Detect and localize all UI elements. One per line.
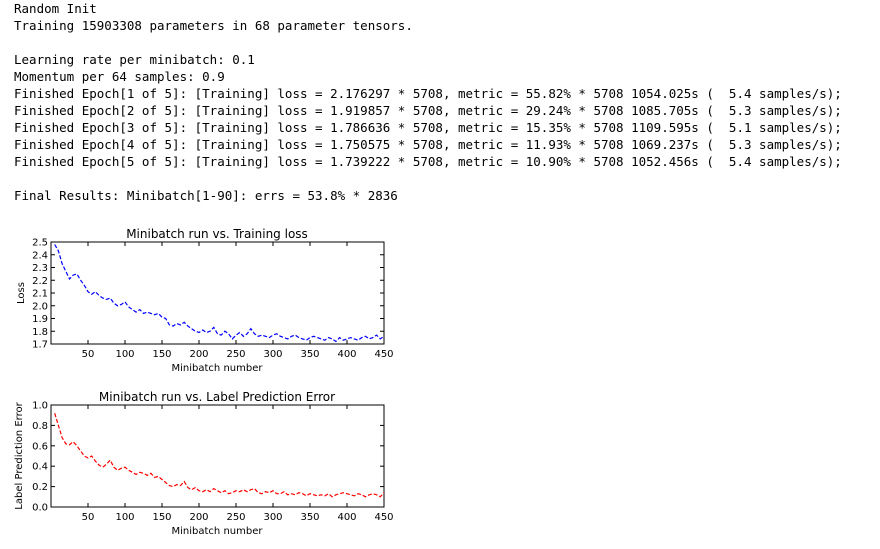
x-tick-label: 200 [189,512,208,523]
chart-title: Minibatch run vs. Training loss [126,227,308,241]
x-tick-label: 300 [263,349,282,360]
prediction-error-chart-svg: Minibatch run vs. Label Prediction Error… [14,390,394,537]
x-tick-label: 100 [115,349,134,360]
x-tick-label: 150 [152,512,171,523]
loss-series-line [54,244,385,343]
y-tick-label: 1.0 [32,401,48,412]
log-blank-line [14,170,842,187]
x-tick-label: 450 [374,349,393,360]
log-epoch-line: Finished Epoch[3 of 5]: [Training] loss … [14,120,842,135]
y-tick-label: 0.0 [32,503,48,514]
y-tick-label: 2.4 [32,250,48,261]
log-final-results: Final Results: Minibatch[1-90]: errs = 5… [14,188,398,203]
x-tick-label: 150 [152,349,171,360]
y-axis-label: Loss [16,282,27,304]
y-ticks: 1.7 1.8 1.9 2.02.1 2.2 2.3 2.42.5 [32,238,384,351]
x-tick-label: 400 [337,512,356,523]
plot-area [50,404,385,508]
x-ticks: 50 100 150 200 250 300 350 400 450 [82,242,394,360]
x-tick-label: 300 [263,512,282,523]
x-tick-label: 250 [226,349,245,360]
y-tick-label: 1.9 [32,314,48,325]
y-tick-label: 1.7 [32,340,48,351]
x-tick-label: 200 [189,349,208,360]
log-header-line: Random Init [14,1,97,16]
log-blank-line [14,34,842,51]
log-epoch-line: Finished Epoch[5 of 5]: [Training] loss … [14,154,842,169]
x-ticks: 50 100 150 200 250 300 350 400 450 [82,405,394,523]
x-tick-label: 250 [226,512,245,523]
log-epoch-line: Finished Epoch[4 of 5]: [Training] loss … [14,137,842,152]
log-setting-line: Learning rate per minibatch: 0.1 [14,52,255,67]
y-tick-label: 2.2 [32,276,48,287]
x-axis-label: Minibatch number [172,526,264,537]
training-loss-chart: Minibatch run vs. Training loss 50 100 150… [0,222,420,382]
x-tick-label: 450 [374,512,393,523]
y-tick-label: 0.2 [32,482,48,493]
x-tick-label: 350 [300,512,319,523]
y-tick-label: 0.6 [32,441,48,452]
y-tick-label: 2.0 [32,301,48,312]
log-header-line: Training 15903308 parameters in 68 param… [14,18,413,33]
y-axis-label: Label Prediction Error [14,401,25,509]
prediction-error-chart: Minibatch run vs. Label Prediction Error… [0,385,420,549]
y-tick-label: 2.5 [32,238,48,249]
x-tick-label: 50 [82,512,95,523]
y-tick-label: 0.8 [32,421,48,432]
x-tick-label: 100 [115,512,134,523]
y-tick-label: 1.8 [32,327,48,338]
x-tick-label: 350 [300,349,319,360]
y-tick-label: 2.3 [32,263,48,274]
error-series-line [54,413,385,498]
y-tick-label: 0.4 [32,462,48,473]
log-epoch-line: Finished Epoch[2 of 5]: [Training] loss … [14,103,842,118]
log-setting-line: Momentum per 64 samples: 0.9 [14,69,225,84]
x-tick-label: 400 [337,349,356,360]
training-log: Random Init Training 15903308 parameters … [14,0,842,204]
y-ticks: 0.0 0.2 0.4 0.6 0.8 1.0 [32,401,384,514]
chart-title: Minibatch run vs. Label Prediction Error [99,390,335,404]
y-tick-label: 2.1 [32,289,48,300]
x-tick-label: 50 [82,349,95,360]
log-epoch-line: Finished Epoch[1 of 5]: [Training] loss … [14,86,842,101]
plot-area [50,241,385,345]
x-axis-label: Minibatch number [172,363,264,374]
training-loss-chart-svg: Minibatch run vs. Training loss 50 100 150… [16,227,394,374]
